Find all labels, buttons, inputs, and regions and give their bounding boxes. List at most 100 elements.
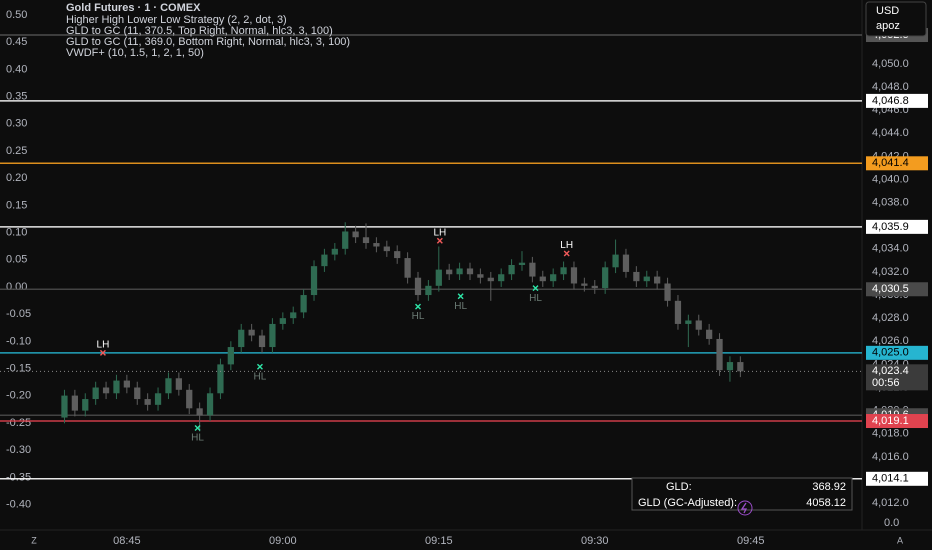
x-tick-label: 09:45 [737, 535, 765, 547]
info-label: GLD: [666, 481, 692, 493]
candle-body [102, 387, 110, 394]
candle-body [342, 231, 349, 249]
y2-tick-label: -0.15 [6, 363, 31, 375]
y-tick-label: 4,050.0 [872, 58, 909, 70]
annotation-marker [563, 250, 570, 257]
candle-body [269, 323, 276, 348]
candle-body [716, 338, 723, 371]
corner-button[interactable]: A [897, 535, 903, 545]
candle-body [737, 362, 744, 372]
indicator-label: VWDF+ (10, 1.5, 1, 2, 1, 50) [66, 47, 204, 59]
candle-body [175, 378, 182, 390]
indicator-label: Higher High Lower Low Strategy (2, 2, do… [66, 14, 287, 26]
candle-body [643, 276, 650, 282]
candle-body [498, 274, 505, 282]
y-tick-label: 4,016.0 [872, 451, 909, 463]
candle-body [602, 267, 609, 289]
chart-title: Gold Futures · 1 · COMEX [66, 2, 201, 14]
countdown-label: 00:56 [872, 377, 900, 389]
alert-icon[interactable] [737, 500, 753, 516]
y2-tick-label: -0.10 [6, 335, 31, 347]
last-price-box [866, 364, 928, 391]
y-tick-label: 4,018.0 [872, 428, 909, 440]
plot-area: 0.50 0.45 0.40 0.35 0.30 0.25 0.20 0.15 0.10 0.05… [0, 9, 928, 547]
candle-body [414, 277, 422, 296]
annotation-label: HL [529, 293, 542, 304]
currency[interactable]: USD [876, 5, 899, 17]
candle-body [206, 393, 214, 416]
candle-body [92, 387, 99, 400]
overlay: Gold Futures · 1 · COMEX Higher High Low… [31, 1, 927, 545]
candle-body [508, 265, 515, 275]
annotation-marker [194, 424, 201, 431]
level-price-label: 4,025.0 [872, 347, 909, 359]
candle-body [310, 266, 318, 296]
info-value: 368.92 [812, 481, 846, 493]
candle-body [518, 262, 526, 265]
level-price-box [866, 219, 928, 234]
level-price-box [866, 282, 928, 297]
level-price-label: 4,019.1 [872, 415, 909, 427]
candle-body [394, 251, 401, 259]
currency-box[interactable] [865, 1, 927, 37]
level-price-box [866, 156, 928, 171]
candle-body [331, 248, 338, 255]
candle-body [71, 395, 78, 411]
candle-body [217, 364, 224, 394]
y2-tick-label: -0.05 [6, 308, 31, 320]
y2-tick-label: 0.05 [6, 254, 27, 266]
y2-tick-label: 0.15 [6, 199, 27, 211]
candle-body [300, 295, 307, 313]
candle-body [706, 329, 713, 339]
indicator-label: GLD to GC (11, 370.5, Top Right, Normal,… [66, 25, 333, 37]
user[interactable]: apoz [876, 20, 900, 32]
candle-body [134, 387, 141, 400]
candle-body [695, 320, 702, 330]
y-tick-label: 4,032.0 [872, 266, 909, 278]
y-tick-label: 4,034.0 [872, 243, 909, 255]
corner-button[interactable]: Z [31, 535, 37, 545]
candle-body [487, 277, 494, 282]
level-price-label: 4,030.5 [872, 283, 909, 295]
candle-body [446, 269, 453, 275]
candle-body [466, 268, 474, 275]
annotation-label: LH [97, 339, 110, 350]
y2-tick-label: 0.40 [6, 63, 27, 75]
annotation-label: HL [412, 311, 425, 322]
y2-tick-label: 0.10 [6, 227, 27, 239]
annotation-marker [99, 349, 106, 356]
y2-tick-label: 0.30 [6, 118, 27, 130]
info-label: GLD (GC-Adjusted): [638, 497, 737, 509]
candle-body [165, 378, 172, 394]
candle-body [383, 246, 390, 252]
y-tick-label: 4,026.0 [872, 335, 909, 347]
y2-tick-label: -0.25 [6, 417, 31, 429]
candle-body [321, 254, 328, 267]
y2-tick-label: 0.25 [6, 145, 27, 157]
candle-body [539, 276, 546, 282]
annotation-marker [256, 363, 263, 370]
candle-body [258, 335, 266, 348]
candle-body [477, 274, 484, 278]
candle-body [404, 258, 411, 278]
x-tick-label: 08:45 [113, 535, 141, 547]
candle-body [674, 300, 682, 324]
level-price-box [866, 345, 928, 360]
candle-body [633, 271, 640, 282]
y2-tick-label: 0.50 [6, 9, 27, 21]
level-price-label: 4,014.1 [872, 473, 909, 485]
candle-body [362, 237, 370, 244]
candle-body [61, 395, 68, 418]
y-tick-label: 4,040.0 [872, 173, 909, 185]
candle-body [529, 262, 536, 277]
candle-body [664, 283, 671, 301]
candle-body [82, 399, 89, 411]
candle-body [373, 243, 380, 247]
y2-tick-label: -0.40 [6, 499, 31, 511]
x-tick-label: 09:30 [581, 535, 609, 547]
candle-body [123, 380, 130, 388]
y-tick-label: 4,012.0 [872, 497, 909, 509]
candle-body [622, 254, 630, 272]
candle-body [550, 274, 557, 282]
y-tick-label: 4,038.0 [872, 196, 909, 208]
